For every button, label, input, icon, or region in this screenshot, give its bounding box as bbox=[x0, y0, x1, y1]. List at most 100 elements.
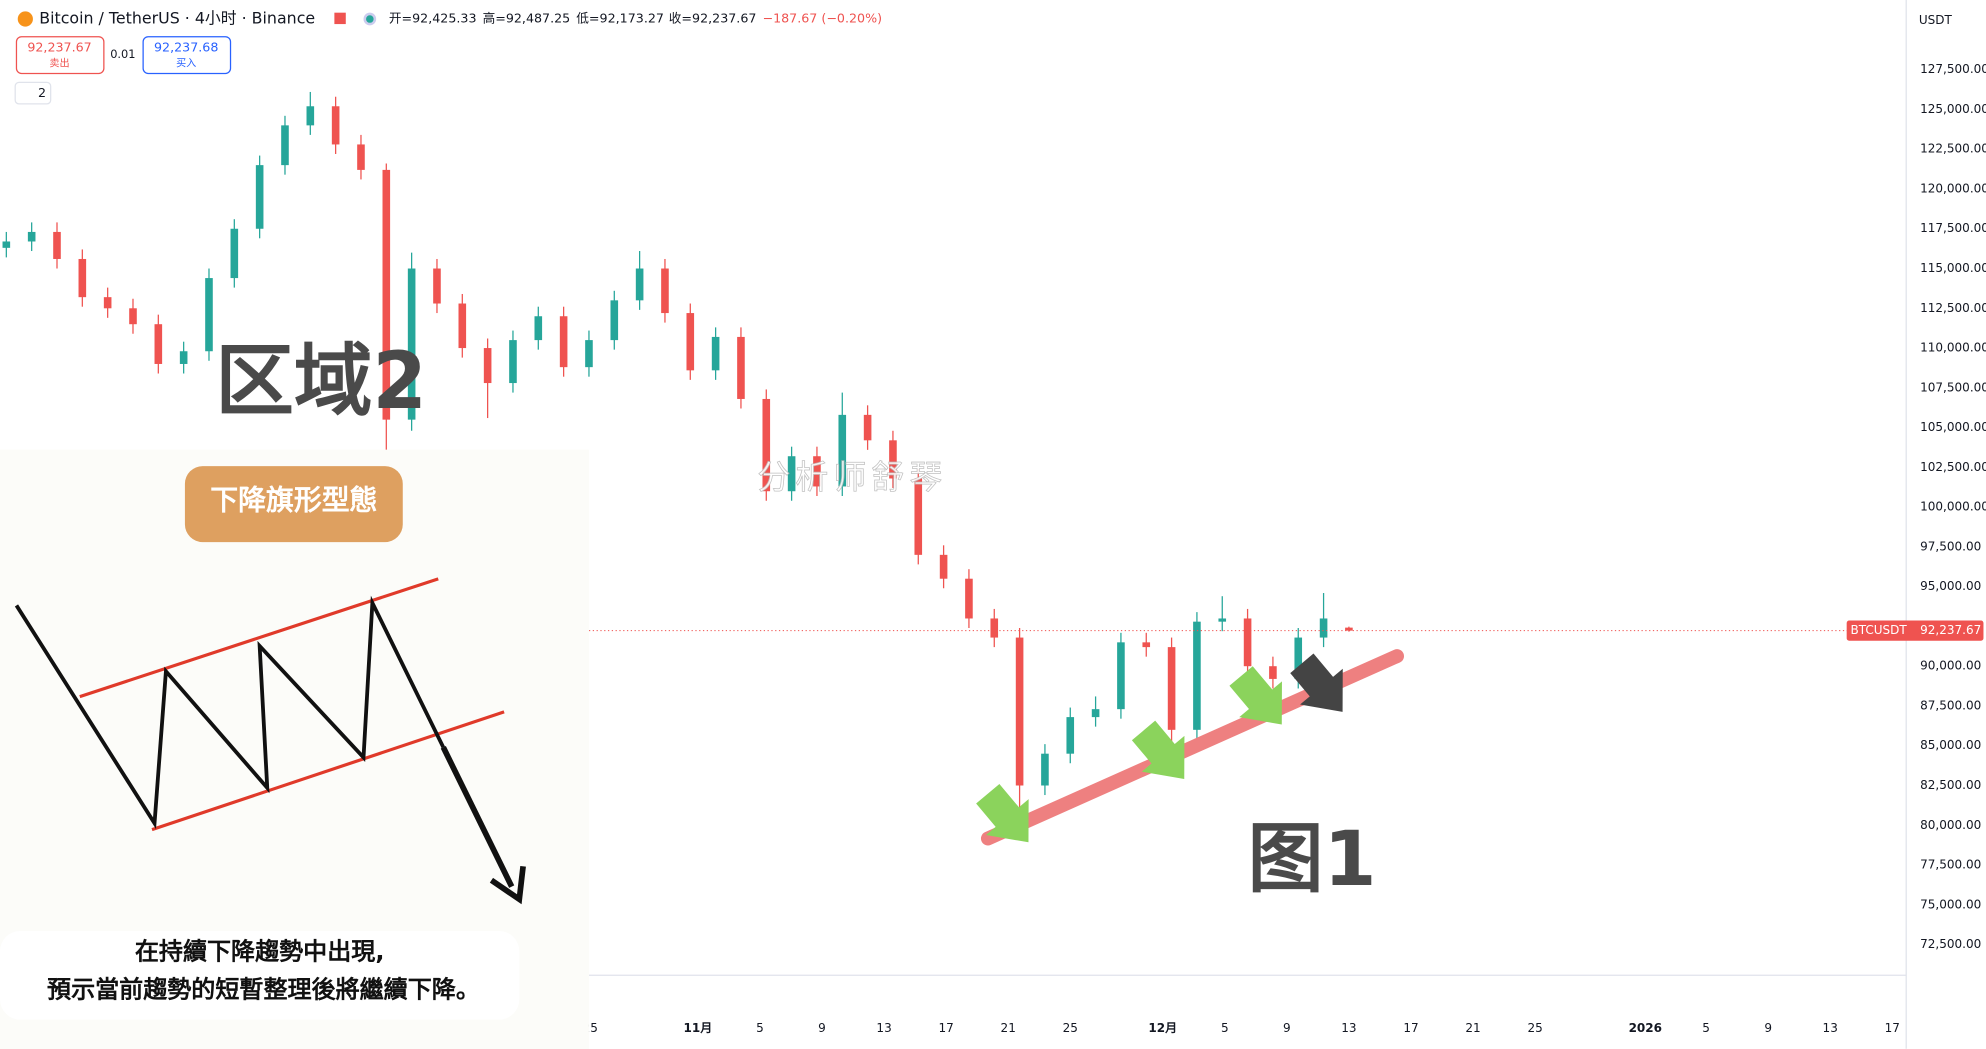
flag-lower bbox=[151, 710, 505, 832]
y-tick-label: 85,000.00 bbox=[1920, 738, 1981, 752]
candle-body bbox=[965, 578, 973, 619]
candle-body bbox=[1091, 709, 1100, 718]
symbol: Bitcoin / TetherUS · 4小时 · Binance bbox=[39, 9, 315, 28]
ohlc-close: 收=92,237.67 bbox=[669, 11, 757, 26]
desc-box bbox=[0, 930, 520, 1020]
sell-price: 92,237.67 bbox=[27, 40, 91, 55]
y-tick-label: 97,500.00 bbox=[1920, 539, 1981, 553]
x-tick-label: 13 bbox=[876, 1021, 891, 1035]
candle-body bbox=[889, 440, 897, 479]
y-tick-label: 105,000.00 bbox=[1920, 420, 1986, 434]
price-tag-symbol: BTCUSDT bbox=[1850, 623, 1907, 637]
candle-body bbox=[407, 268, 416, 420]
candle-body bbox=[1345, 627, 1353, 631]
arrow bbox=[976, 784, 1029, 843]
x-tick-label: 5 bbox=[756, 1021, 764, 1035]
candle-body bbox=[1269, 666, 1277, 679]
x-tick-label: 13 bbox=[1823, 1021, 1838, 1035]
status bbox=[363, 12, 377, 26]
y-tick-label: 90,000.00 bbox=[1920, 659, 1981, 673]
x-tick-label: 25 bbox=[1063, 1021, 1078, 1035]
desc-line2: 預示當前趨勢的短暫整理後將繼續下降。 bbox=[47, 975, 480, 1003]
y-tick-label: 102,500.00 bbox=[1920, 460, 1986, 474]
candle-body bbox=[2, 241, 11, 248]
indicator-count: 2 bbox=[38, 85, 46, 100]
quantity: 0.01 bbox=[110, 47, 135, 61]
x-tick-label: 2026 bbox=[1629, 1021, 1662, 1035]
candle-body bbox=[762, 398, 771, 492]
candle-body bbox=[813, 456, 821, 487]
candle-body bbox=[357, 144, 365, 170]
ohlc-high: 高=92,487.25 bbox=[483, 11, 571, 26]
x-tick-label: 5 bbox=[1221, 1021, 1229, 1035]
y-tick-label: 100,000.00 bbox=[1920, 500, 1986, 514]
ohlc-low: 低=92,173.27 bbox=[576, 11, 664, 26]
y-tick-label: 120,000.00 bbox=[1920, 181, 1986, 195]
candle-body bbox=[509, 340, 517, 384]
x-tick-label: 13 bbox=[1341, 1021, 1356, 1035]
symbol-icon bbox=[17, 11, 33, 27]
flag-zigzag bbox=[14, 595, 446, 830]
flag-upper bbox=[79, 577, 439, 699]
flag-arrowhead bbox=[489, 866, 526, 905]
candle-body bbox=[1167, 647, 1176, 730]
candle-body bbox=[255, 165, 264, 229]
candle-body bbox=[1218, 618, 1227, 622]
candle-body bbox=[53, 231, 61, 259]
watermark: 分析师舒琴 bbox=[757, 457, 947, 496]
candle-body bbox=[1142, 642, 1151, 648]
y-tick-label: 82,500.00 bbox=[1920, 778, 1981, 792]
pattern-badge bbox=[184, 466, 403, 543]
x-tick-label: 12月 bbox=[1148, 1021, 1177, 1035]
zone-label: 区域2 bbox=[215, 335, 427, 427]
candle-body bbox=[787, 456, 796, 492]
x-tick-label: 9 bbox=[1764, 1021, 1772, 1035]
candle-body bbox=[686, 313, 695, 371]
x-tick-label: 9 bbox=[1283, 1021, 1291, 1035]
candle-body bbox=[281, 125, 289, 166]
candle-body bbox=[1015, 637, 1024, 786]
y-tick-label: 87,500.00 bbox=[1920, 698, 1981, 712]
figure-label: 图1 bbox=[1248, 814, 1377, 903]
candle-body bbox=[1294, 637, 1303, 679]
candle-body bbox=[78, 258, 87, 298]
x-tick-label: 21 bbox=[1001, 1021, 1016, 1035]
candle-body bbox=[154, 324, 163, 364]
candle-body bbox=[559, 316, 568, 368]
buy-button[interactable] bbox=[142, 36, 232, 75]
candle-body bbox=[990, 618, 999, 638]
y-tick-label: 95,000.00 bbox=[1920, 579, 1981, 593]
candle-body bbox=[610, 300, 619, 341]
candle-body bbox=[1319, 618, 1328, 638]
candle-body bbox=[1117, 642, 1125, 710]
x-tick-label: 11月 bbox=[684, 1021, 713, 1035]
y-tick-label: 117,500.00 bbox=[1920, 221, 1986, 235]
candle-body bbox=[27, 231, 36, 242]
candle-body bbox=[129, 308, 137, 325]
y-tick-label: 115,000.00 bbox=[1920, 261, 1986, 275]
price-tag-price: 92,237.67 bbox=[1920, 623, 1981, 637]
candle-body bbox=[737, 336, 745, 399]
candle-body bbox=[534, 316, 543, 341]
sell-label: 卖出 bbox=[49, 56, 69, 69]
candle-body bbox=[863, 414, 872, 441]
x-tick-label: 9 bbox=[818, 1021, 826, 1035]
desc-line1: 在持續下降趨勢中出現, bbox=[135, 937, 385, 965]
flag-break bbox=[440, 746, 515, 888]
candle-body bbox=[205, 278, 213, 352]
y-tick-label: 127,500.00 bbox=[1920, 62, 1986, 76]
ohlc-change: −187.67 (−0.20%) bbox=[762, 11, 882, 26]
price-tag-bg bbox=[1846, 620, 1984, 641]
sell-button[interactable] bbox=[15, 36, 105, 75]
candle-body bbox=[711, 336, 720, 371]
candle-body bbox=[306, 106, 315, 126]
arrow bbox=[1229, 666, 1282, 725]
candle-body bbox=[483, 348, 492, 384]
candle-body bbox=[458, 303, 467, 349]
candle-body bbox=[635, 268, 644, 301]
candle-body bbox=[585, 340, 593, 368]
indicator-toggle[interactable] bbox=[14, 81, 52, 105]
flag bbox=[334, 12, 346, 25]
